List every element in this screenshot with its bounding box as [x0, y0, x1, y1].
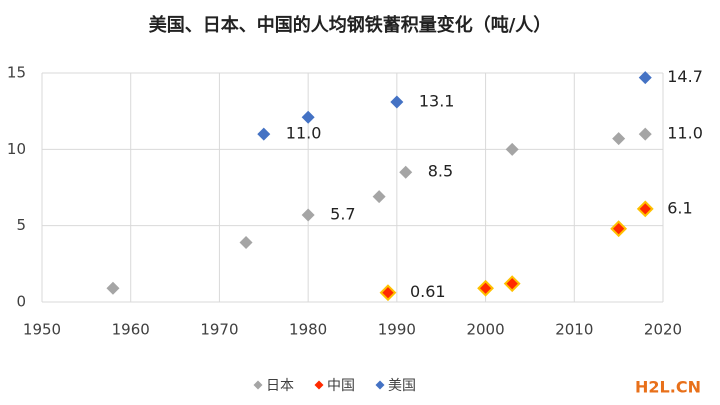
- watermark: H2L.CN: [635, 378, 701, 397]
- marker: [505, 142, 519, 156]
- legend-marker: [375, 380, 385, 390]
- marker: [610, 220, 628, 238]
- x-tick-label: 1970: [200, 321, 238, 339]
- legend-marker: [253, 380, 263, 390]
- y-tick-label: 0: [16, 293, 26, 311]
- data-label: 0.61: [410, 282, 446, 301]
- chart-title: 美国、日本、中国的人均钢铁蓄积量变化（吨/人）: [149, 14, 552, 36]
- marker: [379, 284, 397, 302]
- marker: [390, 95, 404, 109]
- y-tick-label: 5: [16, 216, 26, 234]
- marker: [636, 200, 654, 218]
- marker: [372, 190, 386, 204]
- marker: [638, 127, 652, 141]
- y-tick-label: 10: [7, 140, 26, 158]
- data-label: 11.0: [286, 124, 322, 143]
- x-tick-label: 1960: [112, 321, 150, 339]
- data-label: 8.5: [428, 162, 453, 181]
- marker: [399, 165, 413, 179]
- marker: [301, 110, 315, 124]
- marker: [239, 235, 253, 249]
- marker: [503, 275, 521, 293]
- data-label: 14.7: [667, 67, 703, 86]
- marker: [106, 281, 120, 295]
- data-label: 11.0: [667, 124, 703, 143]
- x-tick-label: 1990: [378, 321, 416, 339]
- legend-marker: [314, 380, 324, 390]
- marker: [301, 208, 315, 222]
- marker: [477, 279, 494, 297]
- x-tick-label: 2010: [555, 321, 593, 339]
- x-tick-label: 1980: [289, 321, 327, 339]
- legend-label: 美国: [388, 378, 416, 394]
- data-label: 5.7: [330, 204, 355, 223]
- legend-label: 日本: [266, 378, 294, 394]
- data-label: 6.1: [667, 198, 692, 217]
- data-label: 13.1: [419, 92, 455, 111]
- marker: [612, 132, 626, 146]
- x-tick-label: 1950: [23, 321, 61, 339]
- marker: [257, 127, 271, 141]
- legend-label: 中国: [327, 378, 355, 394]
- x-tick-label: 2020: [644, 321, 682, 339]
- marker: [638, 71, 652, 85]
- x-tick-label: 2000: [466, 321, 504, 339]
- y-tick-label: 15: [7, 64, 26, 82]
